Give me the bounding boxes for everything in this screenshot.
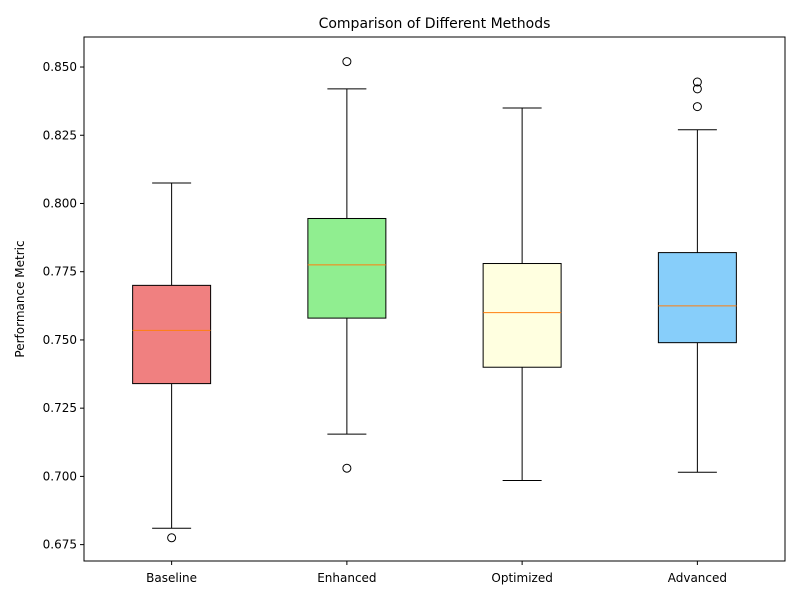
box-group-optimized [482,107,562,481]
iqr-box [132,284,212,385]
outlier-point [692,77,702,87]
box-group-advanced [657,77,737,473]
box-group-enhanced [307,57,387,473]
iqr-box [482,263,562,368]
outlier-point [167,533,177,543]
plot-frame [83,36,786,562]
y-tick-label: 0.750 [43,333,77,347]
y-tick-label: 0.800 [43,196,77,210]
y-tick-label: 0.725 [43,401,77,415]
y-tick-label: 0.675 [43,538,77,552]
y-tick-label: 0.700 [43,469,77,483]
x-tick-label: Baseline [146,571,197,585]
outlier-point [342,463,352,473]
outlier-point [342,57,352,67]
iqr-box [657,252,737,344]
x-tick-label: Optimized [491,571,552,585]
outlier-point [692,84,702,94]
x-tick-label: Enhanced [317,571,376,585]
iqr-box [307,217,387,319]
y-tick-label: 0.825 [43,128,77,142]
y-axis-title: Performance Metric [13,240,27,357]
plot-area [132,57,737,543]
x-tick-label: Advanced [668,571,727,585]
y-tick-label: 0.850 [43,60,77,74]
outlier-point [692,102,702,112]
y-tick-label: 0.775 [43,265,77,279]
box-group-baseline [132,182,212,543]
chart-title: Comparison of Different Methods [319,16,551,32]
